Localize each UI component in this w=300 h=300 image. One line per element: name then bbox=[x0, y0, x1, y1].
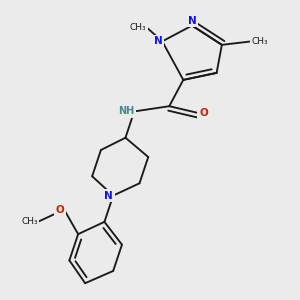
Text: O: O bbox=[199, 108, 208, 118]
Text: O: O bbox=[56, 205, 64, 214]
Text: NH: NH bbox=[118, 106, 134, 116]
Text: N: N bbox=[188, 16, 197, 26]
Text: CH₃: CH₃ bbox=[130, 23, 146, 32]
Text: CH₃: CH₃ bbox=[252, 37, 268, 46]
Text: CH₃: CH₃ bbox=[21, 218, 38, 226]
Text: N: N bbox=[154, 36, 162, 46]
Text: N: N bbox=[104, 190, 113, 201]
